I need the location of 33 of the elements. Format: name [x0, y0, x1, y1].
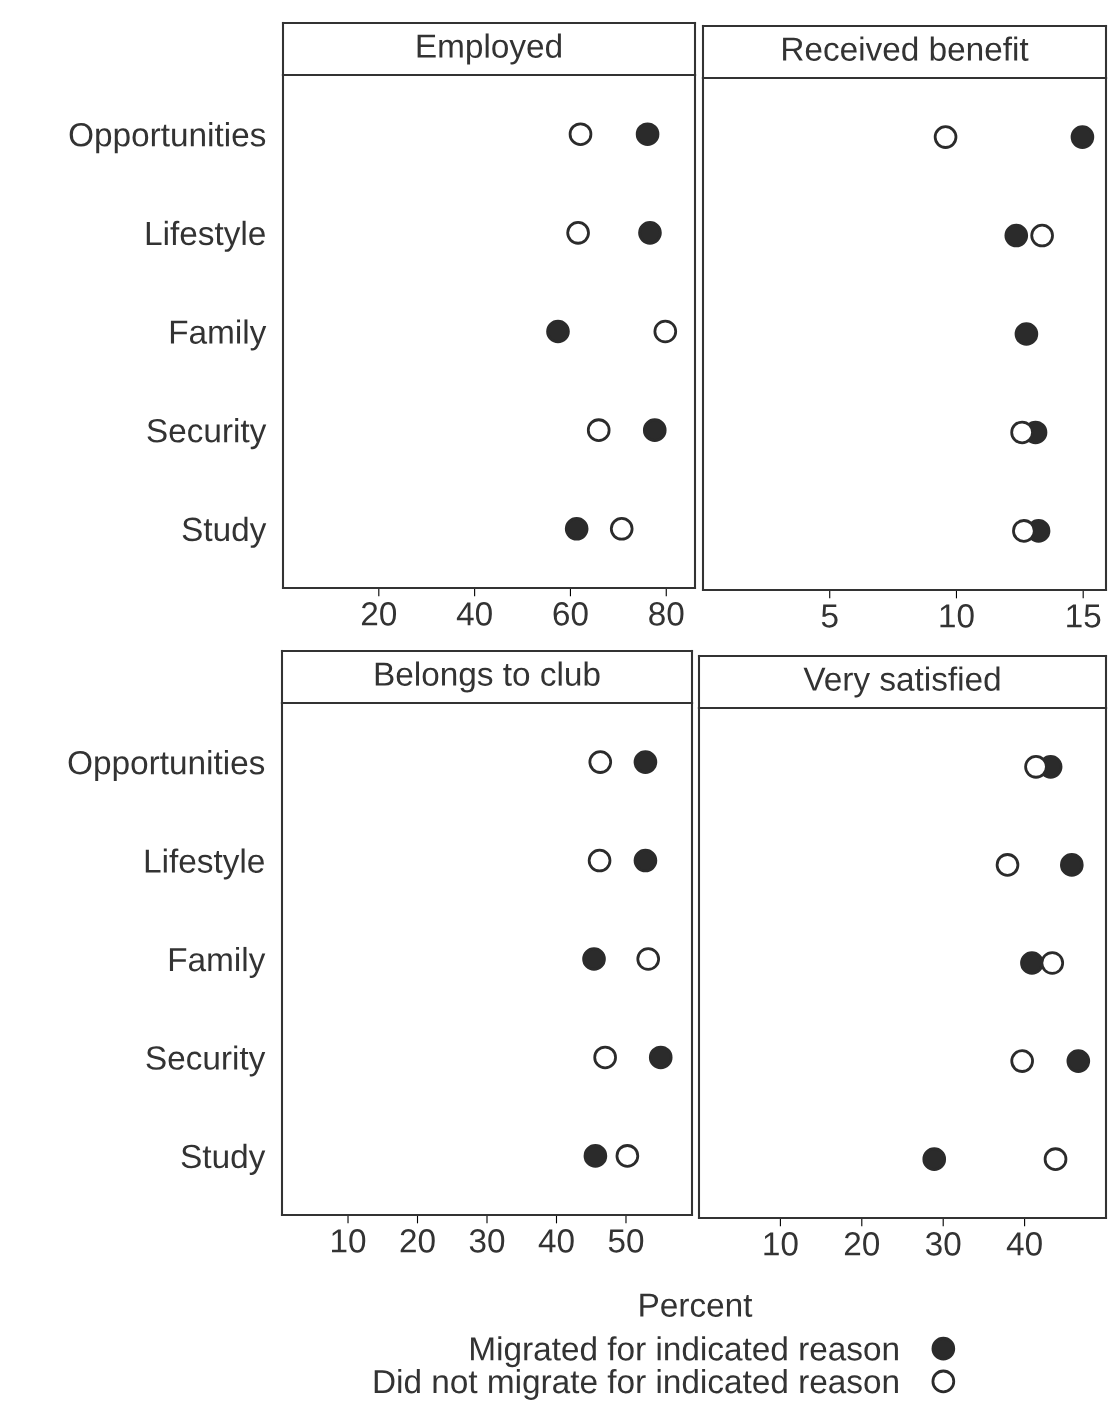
x-tick-label: 30 [925, 1232, 961, 1256]
y-tick-label: Family [169, 946, 266, 978]
chart-title: Belongs to club [375, 661, 600, 693]
legend-label: Migrated for indicated reason [471, 1336, 898, 1368]
x-tick-label: 20 [361, 602, 397, 626]
y-tick-label: Study [181, 1143, 266, 1175]
x-tick-label: 40 [1006, 1232, 1042, 1256]
y-tick-label: Security [146, 1045, 266, 1077]
x-tick-label: 60 [553, 602, 588, 626]
x-tick-label: 20 [844, 1232, 880, 1256]
chart-title: Received benefit [783, 36, 1029, 61]
x-tick-label: 20 [400, 1229, 435, 1253]
y-tick-label: Study [182, 516, 267, 548]
x-tick-label: 5 [821, 604, 838, 628]
y-tick-label: Lifestyle [146, 220, 265, 252]
x-tick-label: 40 [538, 1229, 574, 1253]
x-tick-label: 50 [608, 1229, 644, 1253]
y-tick-label: Security [147, 418, 267, 450]
x-tick-label: 40 [456, 602, 492, 626]
x-tick-label: 10 [332, 1229, 366, 1253]
x-tick-label: 15 [1067, 604, 1101, 628]
chart-title: Employed [417, 33, 561, 65]
x-tick-label: 30 [469, 1229, 505, 1253]
x-axis-title: Percent [640, 1293, 753, 1317]
legend-label: Did not migrate for indicated reason [374, 1368, 898, 1400]
x-tick-label: 10 [940, 604, 974, 628]
y-tick-label: Opportunities [68, 750, 265, 782]
chart-title: Very satisfied [803, 666, 1000, 698]
y-tick-label: Family [170, 319, 267, 351]
y-tick-label: Opportunities [69, 122, 266, 154]
x-tick-label: 10 [764, 1232, 798, 1256]
y-tick-label: Lifestyle [145, 848, 264, 880]
x-tick-label: 80 [649, 602, 684, 626]
